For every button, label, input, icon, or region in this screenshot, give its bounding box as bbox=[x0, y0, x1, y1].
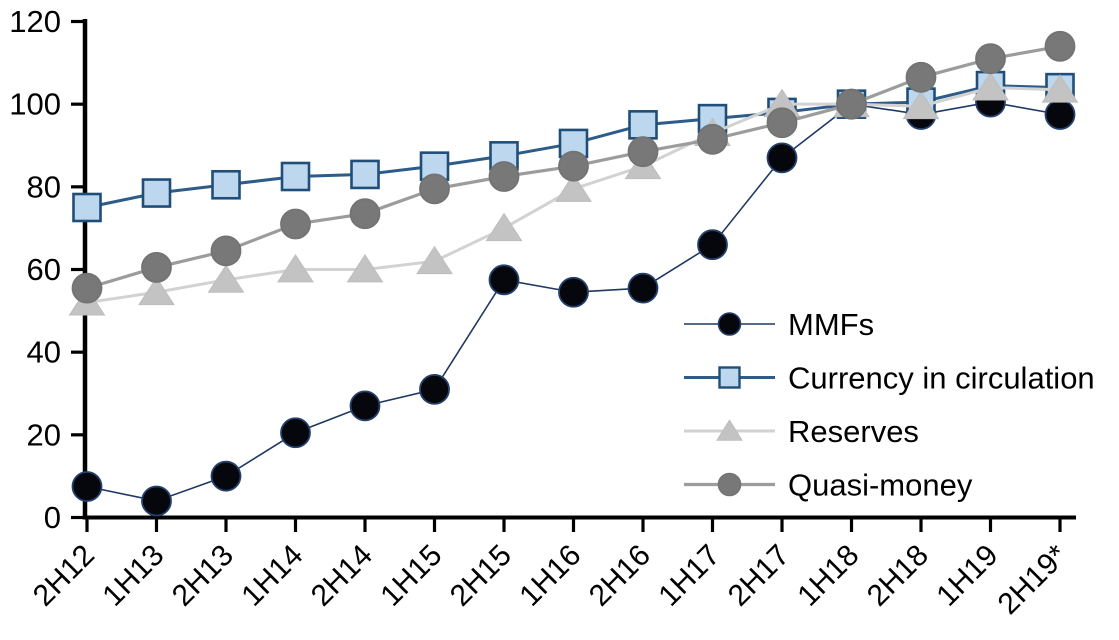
data-point-mmfs bbox=[419, 373, 450, 405]
x-tick-label: 1H14 bbox=[235, 539, 309, 613]
y-tick-label: 0 bbox=[44, 500, 61, 535]
data-point-mmfs bbox=[280, 417, 311, 449]
legend-marker-currency-in-circulation bbox=[718, 366, 741, 389]
x-tick-label: 2H19* bbox=[992, 538, 1075, 621]
y-tick-label: 40 bbox=[27, 335, 61, 370]
data-point-currency-in-circulation bbox=[350, 159, 380, 190]
data-point-quasi-money bbox=[558, 150, 589, 182]
legend-marker-mmfs bbox=[717, 312, 742, 336]
data-point-quasi-money bbox=[280, 208, 311, 240]
data-point-currency-in-circulation bbox=[72, 192, 102, 223]
data-point-mmfs bbox=[349, 390, 381, 422]
y-tick-label: 100 bbox=[9, 87, 61, 122]
data-point-reserves bbox=[555, 173, 592, 202]
legend-item-mmfs: MMFs bbox=[684, 307, 874, 342]
data-point-mmfs bbox=[488, 264, 520, 296]
data-point-mmfs bbox=[141, 485, 172, 517]
x-tick-label: 1H19 bbox=[930, 539, 1004, 613]
data-point-quasi-money bbox=[836, 88, 867, 120]
data-point-reserves bbox=[485, 212, 523, 242]
y-axis-ticks: 0 20 40 60 80 100 120 bbox=[9, 4, 85, 535]
data-point-mmfs bbox=[766, 142, 798, 174]
y-tick-label: 60 bbox=[27, 252, 61, 287]
legend: MMFs Currency in circulation Reserves Quasi… bbox=[684, 307, 1095, 503]
legend-item-currency-in-circulation: Currency in circulation bbox=[684, 361, 1095, 396]
y-tick-label: 80 bbox=[27, 169, 61, 204]
data-point-reserves bbox=[416, 245, 453, 275]
x-tick-label: 1H18 bbox=[791, 539, 865, 613]
data-point-currency-in-circulation bbox=[628, 110, 658, 140]
x-tick-label: 1H16 bbox=[513, 539, 587, 613]
x-tick-label: 1H17 bbox=[652, 539, 726, 613]
data-point-reserves bbox=[346, 254, 384, 283]
legend-marker-reserves bbox=[716, 419, 743, 441]
data-point-currency-in-circulation bbox=[141, 178, 172, 208]
x-tick-label: 1H15 bbox=[374, 539, 448, 613]
x-axis-ticks: 2H121H132H131H142H141H152H151H162H161H17… bbox=[27, 517, 1075, 621]
data-point-reserves bbox=[207, 264, 245, 293]
legend-label-reserves: Reserves bbox=[788, 414, 919, 449]
data-point-quasi-money bbox=[905, 61, 937, 93]
data-point-mmfs bbox=[1044, 99, 1076, 130]
x-tick-label: 2H16 bbox=[583, 539, 657, 613]
data-point-mmfs bbox=[71, 471, 103, 502]
legend-marker-quasi-money bbox=[717, 472, 742, 497]
data-point-mmfs bbox=[697, 229, 728, 261]
x-tick-label: 2H13 bbox=[166, 539, 240, 613]
legend-label-quasi-money: Quasi-money bbox=[788, 468, 973, 503]
series-mmfs bbox=[71, 86, 1076, 517]
x-tick-label: 2H15 bbox=[444, 539, 518, 613]
y-tick-label: 20 bbox=[27, 417, 61, 452]
y-tick-label: 120 bbox=[9, 4, 61, 39]
legend-label-currency-in-circulation: Currency in circulation bbox=[788, 361, 1095, 396]
data-point-reserves bbox=[902, 90, 940, 120]
data-point-mmfs bbox=[558, 276, 589, 308]
data-point-reserves bbox=[972, 72, 1009, 101]
data-point-quasi-money bbox=[488, 161, 520, 192]
data-point-quasi-money bbox=[1044, 30, 1076, 62]
data-point-reserves bbox=[138, 276, 175, 306]
data-point-mmfs bbox=[627, 272, 659, 304]
data-point-mmfs bbox=[210, 460, 242, 492]
data-point-quasi-money bbox=[141, 252, 172, 283]
data-point-quasi-money bbox=[697, 123, 728, 155]
data-point-quasi-money bbox=[419, 173, 450, 205]
x-tick-label: 2H12 bbox=[27, 539, 101, 613]
data-point-quasi-money bbox=[71, 272, 103, 304]
data-point-currency-in-circulation bbox=[280, 161, 311, 192]
legend-item-quasi-money: Quasi-money bbox=[684, 468, 973, 503]
data-point-reserves bbox=[1041, 74, 1079, 103]
data-point-quasi-money bbox=[210, 235, 242, 267]
data-point-quasi-money bbox=[627, 136, 659, 168]
x-tick-label: 2H18 bbox=[861, 539, 935, 613]
x-tick-label: 1H13 bbox=[96, 539, 170, 613]
data-point-reserves bbox=[277, 254, 314, 283]
series-quasi-money bbox=[71, 30, 1076, 304]
data-point-quasi-money bbox=[975, 43, 1006, 75]
data-point-quasi-money bbox=[349, 198, 381, 230]
legend-item-reserves: Reserves bbox=[684, 414, 919, 449]
x-tick-label: 2H17 bbox=[722, 539, 796, 613]
data-point-currency-in-circulation bbox=[211, 169, 241, 200]
data-point-quasi-money bbox=[766, 107, 798, 139]
x-tick-label: 2H14 bbox=[305, 539, 379, 613]
legend-label-mmfs: MMFs bbox=[788, 307, 874, 342]
